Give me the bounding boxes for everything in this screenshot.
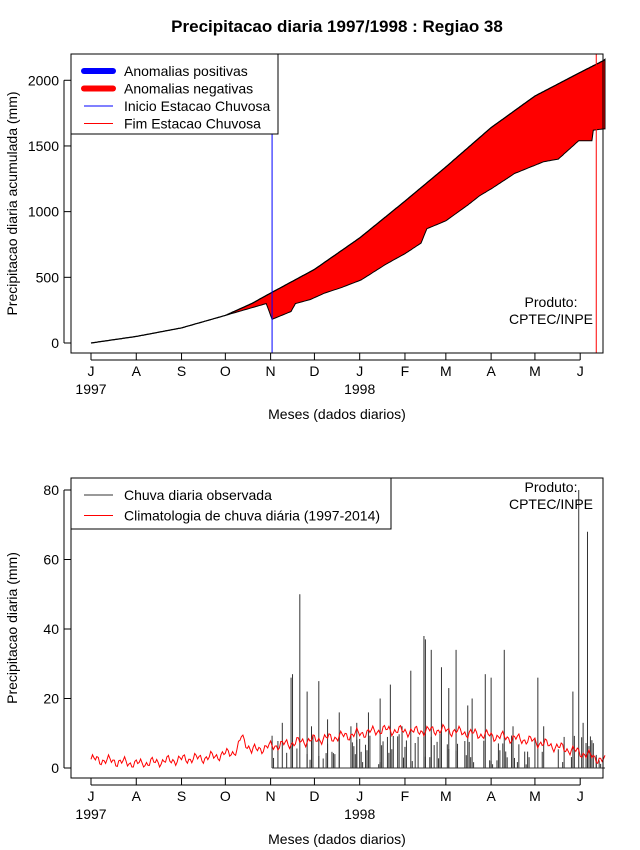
x-tick-label: F: [401, 788, 410, 804]
legend-label: Climatologia de chuva diária (1997-2014): [124, 508, 380, 524]
x-tick-label: J: [356, 363, 363, 379]
x-tick-label: J: [356, 788, 363, 804]
x-tick-label: M: [440, 363, 452, 379]
x-tick-label: S: [177, 363, 186, 379]
x-tick-label: A: [132, 788, 142, 804]
x-tick-label: M: [529, 788, 541, 804]
y-tick-label: 1000: [28, 204, 59, 220]
credit-text: Produto:: [525, 479, 578, 495]
y-tick-label: 40: [43, 621, 59, 637]
credit-text: CPTEC/INPE: [509, 311, 593, 327]
x-axis-title: Meses (dados diarios): [268, 406, 406, 422]
climatology-cumulative-line: [90, 58, 606, 344]
legend-label: Inicio Estacao Chuvosa: [124, 98, 271, 114]
climatology-daily-line: [90, 723, 606, 769]
x-tick-label: S: [177, 788, 186, 804]
y-tick-label: 2000: [28, 72, 59, 88]
panel-cumulative: Precipitacao diaria 1997/1998 : Regiao 3…: [4, 17, 606, 422]
legend-box: [70, 53, 279, 135]
legend-label: Anomalias negativas: [124, 81, 253, 97]
x-axis-title: Meses (dados diarios): [268, 831, 406, 847]
x-tick-label: F: [401, 363, 410, 379]
year-label: 1998: [344, 381, 375, 397]
x-tick-label: O: [220, 788, 231, 804]
x-tick-label: D: [309, 788, 319, 804]
y-tick-label: 0: [51, 335, 59, 351]
y-axis-title: Precipitacao diaria (mm): [4, 552, 20, 704]
legend-label: Chuva diaria observada: [124, 487, 272, 503]
legend-box: [70, 477, 392, 530]
x-tick-label: N: [266, 363, 276, 379]
y-tick-label: 0: [51, 760, 59, 776]
credit-text: CPTEC/INPE: [509, 496, 593, 512]
y-tick-label: 1500: [28, 138, 59, 154]
y-tick-label: 80: [43, 482, 59, 498]
x-tick-label: J: [577, 363, 584, 379]
panel-daily: 0 20 40 60 80 J A S O N D J F M A M J 1997 1998 Meses (dado…: [4, 477, 606, 847]
y-tick-label: 500: [36, 269, 60, 285]
year-label: 1997: [75, 806, 106, 822]
plot-box: [70, 53, 604, 354]
y-axis-title: Precipitacao diaria acumulada (mm): [4, 91, 20, 315]
chart-title: Precipitacao diaria 1997/1998 : Regiao 3…: [171, 17, 503, 36]
x-tick-label: A: [132, 363, 142, 379]
x-tick-label: A: [486, 363, 496, 379]
x-tick-label: J: [88, 363, 95, 379]
x-tick-label: A: [486, 788, 496, 804]
credit-text: Produto:: [525, 294, 578, 310]
legend-label: Anomalias positivas: [124, 63, 248, 79]
y-tick-label: 60: [43, 552, 59, 568]
x-tick-label: M: [440, 788, 452, 804]
legend-label: Fim Estacao Chuvosa: [124, 116, 261, 132]
x-tick-label: M: [529, 363, 541, 379]
x-tick-label: D: [309, 363, 319, 379]
observed-daily-bars: [271, 490, 602, 768]
year-label: 1997: [75, 381, 106, 397]
x-tick-label: N: [266, 788, 276, 804]
y-tick-label: 20: [43, 691, 59, 707]
x-tick-label: J: [577, 788, 584, 804]
x-tick-label: O: [220, 363, 231, 379]
x-tick-label: J: [88, 788, 95, 804]
year-label: 1998: [344, 806, 375, 822]
